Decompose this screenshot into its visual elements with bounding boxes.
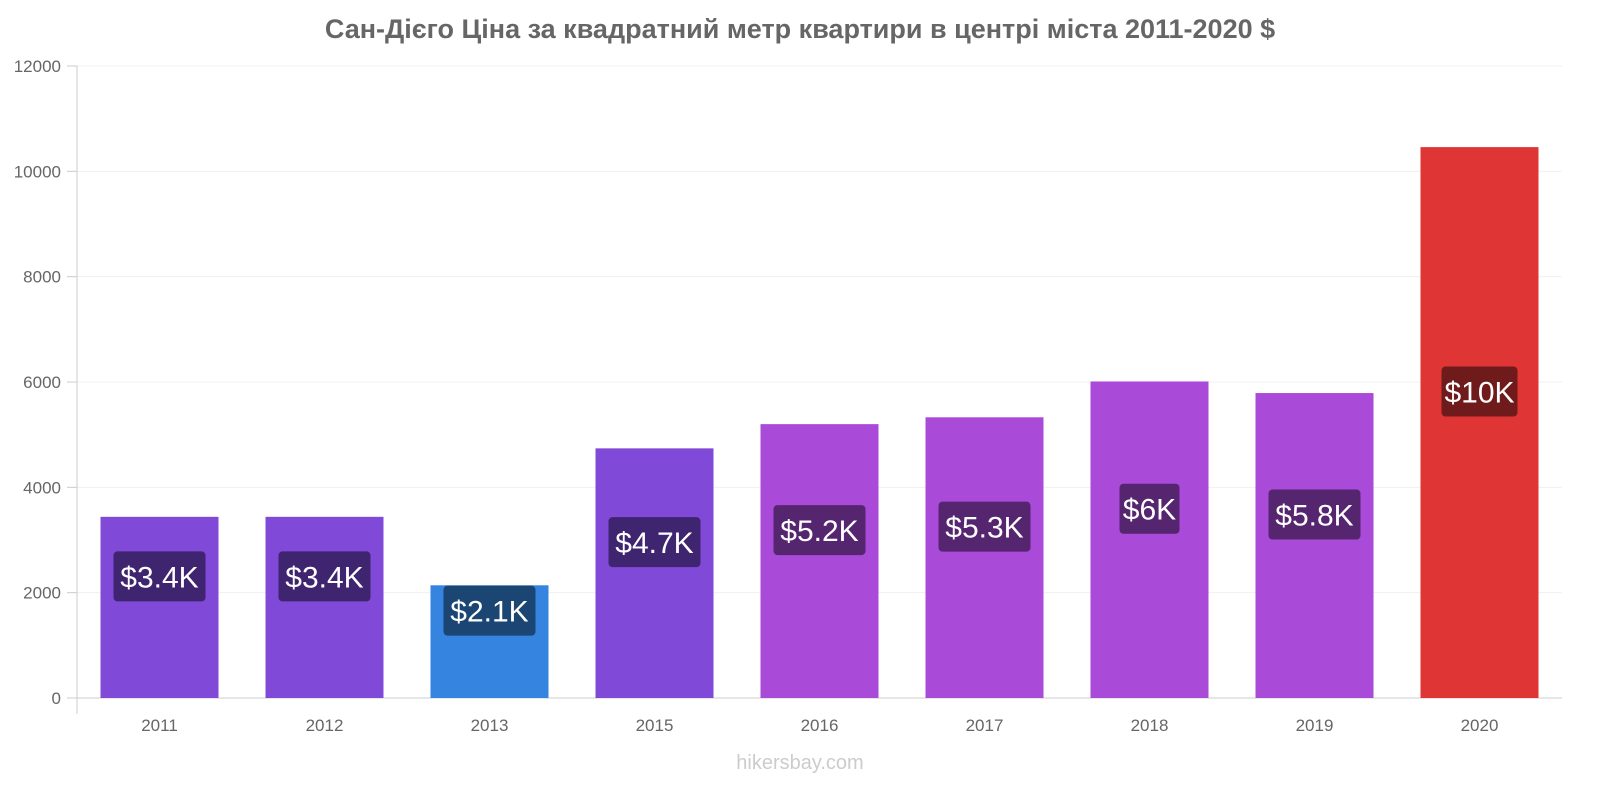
bar-2016 <box>760 424 879 698</box>
data-label: $2.1K <box>450 596 528 629</box>
data-label-bg <box>773 505 866 556</box>
data-label: $3.4K <box>120 561 198 594</box>
bar-2012 <box>265 516 384 698</box>
data-label: $5.2K <box>780 515 858 548</box>
bar-2011 <box>100 516 219 698</box>
y-tick-label: 12000 <box>14 57 61 76</box>
x-tick-label: 2017 <box>966 716 1004 735</box>
chart-title: Сан-Дієго Ціна за квадратний метр кварти… <box>324 14 1276 44</box>
data-label: $10K <box>1444 377 1514 410</box>
data-label-bg <box>443 585 536 636</box>
bar-2017 <box>925 417 1044 698</box>
data-label: $5.3K <box>945 512 1023 545</box>
x-tick-label: 2015 <box>636 716 674 735</box>
data-label: $5.8K <box>1275 500 1353 533</box>
source-watermark[interactable]: hikersbay.com <box>736 752 864 774</box>
data-label: $4.7K <box>615 527 693 560</box>
data-label-bg <box>1441 366 1518 417</box>
bar-2018 <box>1090 381 1209 698</box>
bar-2015 <box>595 448 714 698</box>
y-tick-label: 10000 <box>14 162 61 181</box>
y-tick-label: 2000 <box>23 584 61 603</box>
data-label-bg <box>113 551 206 602</box>
y-tick-label: 6000 <box>23 373 61 392</box>
bar-2020 <box>1420 147 1539 698</box>
x-tick-label: 2011 <box>141 716 178 735</box>
y-tick-label: 8000 <box>23 268 61 287</box>
x-tick-label: 2020 <box>1461 716 1499 735</box>
data-label-bg <box>608 517 701 568</box>
data-label-bg <box>1119 483 1180 534</box>
y-tick-label: 4000 <box>23 478 61 497</box>
data-label-bg <box>938 501 1031 552</box>
x-tick-label: 2013 <box>471 716 509 735</box>
x-tick-label: 2018 <box>1131 716 1169 735</box>
x-tick-label: 2016 <box>801 716 839 735</box>
data-label: $6K <box>1123 494 1176 527</box>
bar-2019 <box>1255 393 1374 698</box>
data-label-bg <box>278 551 371 602</box>
y-tick-label: 0 <box>52 689 61 708</box>
data-label-bg <box>1268 489 1361 540</box>
data-label: $3.4K <box>285 561 363 594</box>
x-tick-label: 2019 <box>1296 716 1334 735</box>
x-tick-label: 2012 <box>306 716 344 735</box>
